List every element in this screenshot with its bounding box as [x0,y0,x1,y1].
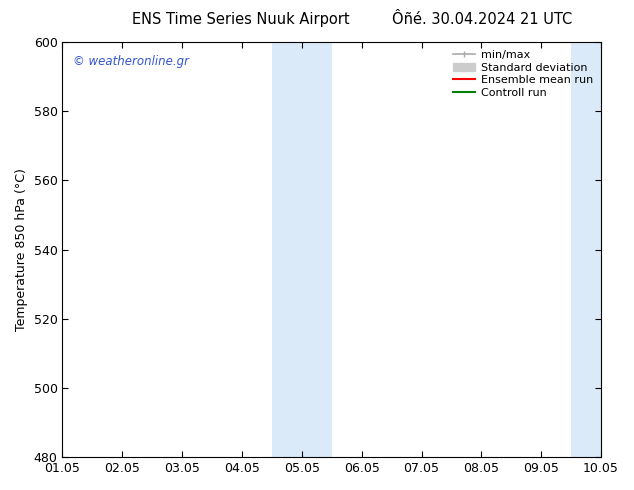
Text: Ôñé. 30.04.2024 21 UTC: Ôñé. 30.04.2024 21 UTC [392,12,572,27]
Text: ENS Time Series Nuuk Airport: ENS Time Series Nuuk Airport [132,12,350,27]
Y-axis label: Temperature 850 hPa (°C): Temperature 850 hPa (°C) [15,168,28,331]
Bar [571,42,631,457]
Bar [272,42,332,457]
Legend: min/max, Standard deviation, Ensemble mean run, Controll run: min/max, Standard deviation, Ensemble me… [451,48,595,100]
Text: © weatheronline.gr: © weatheronline.gr [73,54,189,68]
